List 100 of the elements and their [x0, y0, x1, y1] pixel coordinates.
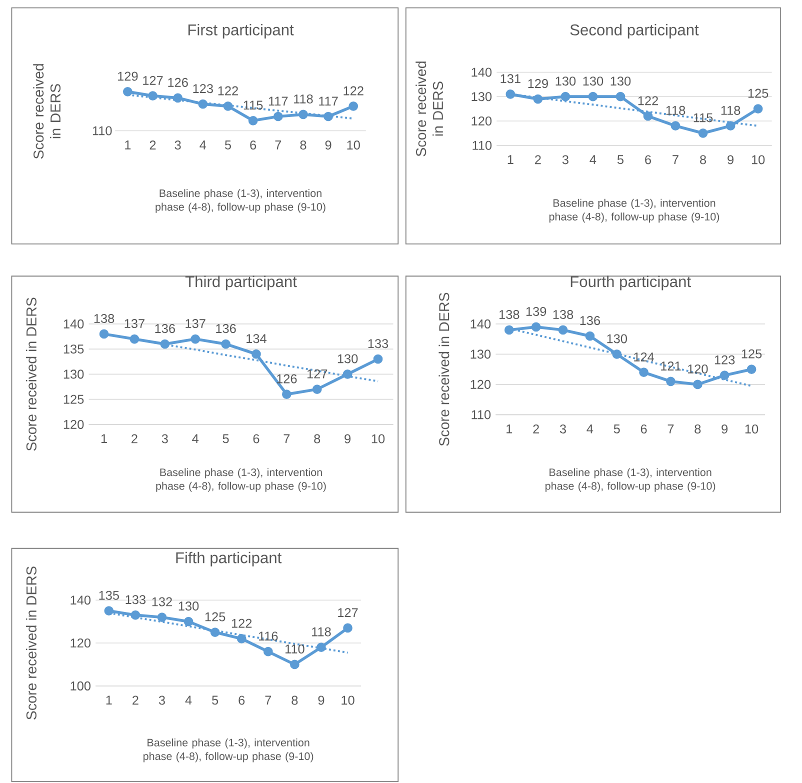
x-tick-label: 3: [174, 140, 181, 150]
x-tick-label: 2: [533, 424, 539, 434]
point: [316, 642, 326, 652]
x-tick-label: 7: [284, 434, 290, 444]
point: [263, 647, 273, 657]
x-tick-label: 7: [672, 155, 678, 164]
point: [130, 610, 140, 620]
data-label: 137: [186, 319, 206, 328]
x-tick-label: 2: [150, 140, 156, 150]
x-tick-label: 8: [292, 696, 298, 706]
x-axis-title: Baseline phase (1-3), intervention phase (4-8), follow-up phase (9-10): [143, 738, 314, 762]
x-tick-label: 3: [162, 434, 168, 444]
data-label: 118: [294, 94, 313, 104]
x-tick-label: 6: [640, 424, 647, 434]
y-axis-title: Score received in DERS: [26, 298, 36, 451]
x-tick-label: 1: [125, 140, 131, 150]
point: [210, 628, 220, 638]
point: [348, 102, 358, 112]
x-tick-label: 5: [617, 155, 624, 164]
data-label: 136: [155, 324, 175, 334]
x-tick-label: 6: [253, 434, 260, 444]
point: [639, 368, 648, 378]
x-tick-label: 10: [372, 434, 385, 444]
y-tick-label: 135: [64, 344, 84, 354]
point: [99, 330, 109, 339]
x-tick-label: 8: [314, 434, 320, 444]
x-tick-label: 4: [590, 155, 596, 164]
point: [666, 376, 676, 386]
y-tick-label: 110: [472, 410, 491, 420]
point: [198, 100, 208, 110]
data-label: 127: [143, 76, 163, 86]
x-tick-label: 10: [347, 140, 360, 150]
x-tick-label: 9: [722, 424, 728, 434]
x-tick-label: 2: [132, 434, 138, 444]
data-label: 123: [714, 356, 735, 365]
x-tick-label: 3: [560, 424, 566, 434]
point: [273, 112, 283, 122]
data-label: 129: [528, 79, 548, 88]
x-tick-label: 5: [212, 696, 218, 705]
point: [692, 380, 702, 390]
data-label: 139: [526, 307, 546, 316]
y-tick-label: 140: [472, 68, 492, 77]
point: [531, 322, 541, 332]
x-tick-label: 10: [342, 696, 354, 706]
point: [585, 332, 595, 341]
data-label: 135: [99, 591, 119, 600]
y-tick-label: 125: [64, 395, 84, 404]
y-tick-label: 120: [472, 116, 492, 126]
point: [616, 92, 626, 102]
chart-title: Second participant: [570, 24, 699, 39]
x-tick-label: 9: [344, 434, 351, 444]
y-axis-title: Score received in DERS: [26, 566, 36, 720]
x-tick-label: 9: [728, 155, 734, 164]
point: [504, 326, 514, 335]
x-tick-label: 4: [192, 434, 199, 444]
point: [184, 617, 194, 626]
x-tick-label: 2: [132, 696, 138, 705]
data-label: 136: [216, 324, 236, 334]
point: [533, 94, 543, 104]
data-label: 118: [666, 106, 686, 116]
x-axis-title: Baseline phase (1-3), intervention phase (4-8), follow-up phase (9-10): [156, 189, 326, 214]
chart-title: Third participant: [185, 276, 297, 290]
x-tick-label: 5: [224, 140, 231, 150]
data-label: 130: [607, 334, 627, 344]
data-label: 130: [610, 76, 631, 86]
x-tick-label: 4: [586, 424, 594, 434]
y-tick-label: 100: [70, 682, 91, 691]
point: [670, 121, 680, 131]
y-tick-label: 110: [472, 141, 492, 150]
x-tick-label: 1: [506, 424, 512, 434]
data-label: 117: [268, 96, 288, 106]
y-axis-title: Score received in DERS: [438, 293, 450, 446]
point: [588, 92, 598, 102]
data-label: 132: [152, 597, 172, 607]
x-tick-label: 1: [508, 155, 514, 164]
x-axis-title: Baseline phase (1-3), intervention phase (4-8), follow-up phase (9-10): [156, 468, 326, 492]
point: [282, 390, 292, 400]
data-label: 115: [244, 100, 263, 110]
point: [720, 370, 730, 380]
x-tick-label: 4: [200, 140, 206, 150]
point: [298, 110, 308, 120]
y-tick-label: 140: [470, 320, 491, 329]
data-label: 127: [338, 608, 358, 618]
data-label: 126: [277, 374, 297, 384]
data-label: 127: [307, 370, 328, 379]
data-label: 125: [205, 612, 226, 622]
y-tick-label: 120: [470, 380, 491, 390]
data-label: 130: [338, 354, 358, 364]
point: [123, 87, 132, 97]
data-label: 137: [124, 319, 144, 328]
data-label: 122: [218, 86, 238, 96]
x-tick-label: 5: [614, 424, 620, 434]
point: [236, 634, 246, 644]
point: [104, 606, 114, 616]
data-label: 124: [634, 352, 654, 362]
point: [726, 121, 736, 131]
x-tick-label: 5: [222, 434, 229, 444]
data-label: 122: [232, 619, 252, 628]
x-tick-label: 9: [325, 140, 332, 150]
y-tick-label: 130: [472, 92, 492, 102]
